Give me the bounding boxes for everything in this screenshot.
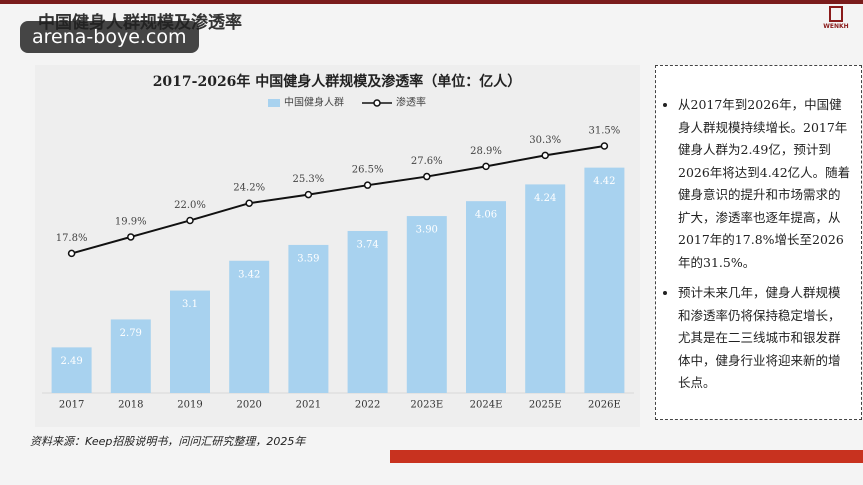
footer-bar <box>390 450 863 463</box>
bar-value-label: 2.79 <box>120 328 142 339</box>
x-tick-label: 2023E <box>410 400 443 411</box>
bar-value-label: 3.74 <box>356 239 378 250</box>
chart-panel: 2017-2026年 中国健身人群规模及渗透率（单位：亿人） 中国健身人群 渗透率… <box>35 65 640 427</box>
bar-value-label: 3.42 <box>238 269 260 280</box>
bar <box>51 347 92 393</box>
line-value-label: 30.3% <box>529 135 561 146</box>
bar-value-label: 2.49 <box>60 356 82 367</box>
x-tick-label: 2019 <box>177 400 202 411</box>
chart-title: 2017-2026年 中国健身人群规模及渗透率（单位：亿人） <box>153 73 522 90</box>
line-value-label: 19.9% <box>115 216 147 227</box>
x-tick-label: 2018 <box>118 400 143 411</box>
chart: 2017-2026年 中国健身人群规模及渗透率（单位：亿人） 中国健身人群 渗透率… <box>42 73 634 411</box>
bar-value-label: 3.90 <box>416 225 438 236</box>
x-tick-label: 2026E <box>588 400 621 411</box>
bullet: 预计未来几年，健身人群规模和渗透率仍将保持稳定增长，尤其是在二三线城市和银发群体… <box>678 282 851 395</box>
legend-label: 渗透率 <box>396 96 426 109</box>
bar <box>170 290 210 393</box>
bar-value-label: 3.59 <box>297 253 319 264</box>
line-marker <box>245 199 253 207</box>
bullet: 从2017年到2026年，中国健身人群规模持续增长。2017年健身人群为2.49… <box>678 94 851 274</box>
logo-text: WENKH <box>823 23 849 30</box>
x-tick-label: 2020 <box>236 400 261 411</box>
bar <box>229 260 270 393</box>
bar <box>584 167 625 393</box>
bar <box>406 216 447 393</box>
line-marker <box>363 181 372 189</box>
line-marker <box>67 249 76 258</box>
x-tick-label: 2025E <box>529 400 562 411</box>
line-marker <box>127 233 135 241</box>
watermark: arena-boye.com <box>20 21 199 53</box>
bar <box>110 319 151 393</box>
line-marker <box>186 216 194 225</box>
line-value-label: 31.5% <box>589 125 621 136</box>
top-line <box>0 0 863 4</box>
line-value-label: 28.9% <box>470 146 502 157</box>
bar <box>525 184 566 393</box>
bullet-list: 从2017年到2026年，中国健身人群规模持续增长。2017年健身人群为2.49… <box>664 94 851 395</box>
x-tick-label: 2022 <box>355 400 380 411</box>
bar <box>466 201 506 393</box>
line-value-label: 26.5% <box>352 165 384 176</box>
bar-value-label: 4.24 <box>534 193 556 204</box>
line-value-label: 24.2% <box>233 183 265 194</box>
line-marker <box>541 151 549 160</box>
x-tick-label: 2017 <box>59 400 84 411</box>
source-note: 资料来源：Keep招股说明书，问问汇研究整理，2025年 <box>30 435 306 448</box>
legend-marker <box>373 99 381 107</box>
line-marker <box>304 190 313 199</box>
text-box: 从2017年到2026年，中国健身人群规模持续增长。2017年健身人群为2.49… <box>655 65 862 420</box>
bar <box>288 244 329 393</box>
line-value-label: 22.0% <box>174 200 206 211</box>
line-value-label: 17.8% <box>56 233 88 244</box>
bar-value-label: 3.1 <box>182 299 198 310</box>
bar-value-label: 4.42 <box>593 176 615 187</box>
legend-swatch <box>268 99 280 107</box>
x-tick-label: 2024E <box>470 400 503 411</box>
line-value-label: 27.6% <box>411 156 443 167</box>
logo: WENKH <box>819 6 853 30</box>
line-marker <box>600 142 609 150</box>
x-tick-label: 2021 <box>296 400 321 411</box>
legend-label: 中国健身人群 <box>284 96 344 109</box>
bar <box>347 230 388 393</box>
line <box>71 144 605 255</box>
line-value-label: 25.3% <box>293 174 325 185</box>
line-marker <box>482 162 490 171</box>
line-marker <box>423 172 431 181</box>
bar-value-label: 4.06 <box>475 210 497 221</box>
